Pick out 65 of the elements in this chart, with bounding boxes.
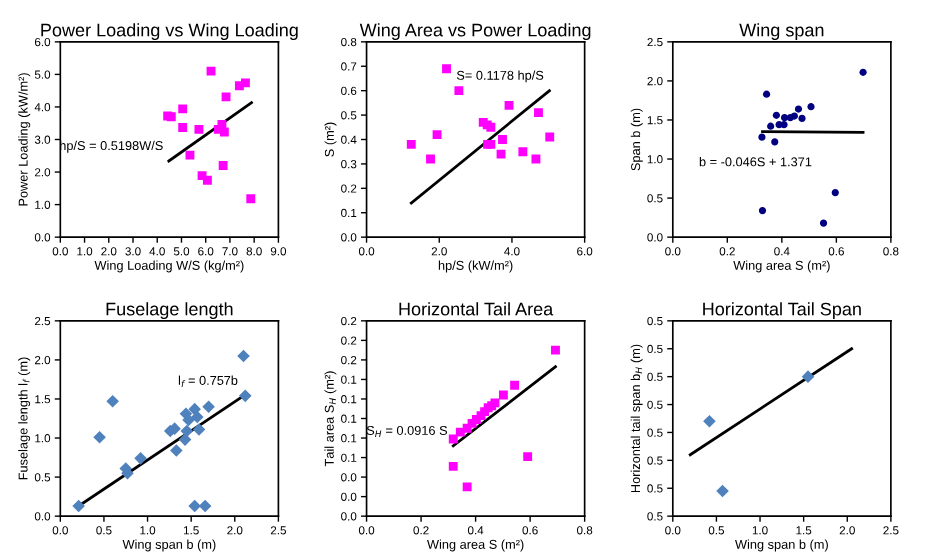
point <box>134 452 147 465</box>
point <box>237 349 250 363</box>
point <box>758 206 767 215</box>
point <box>510 380 520 390</box>
point <box>93 430 106 444</box>
chart-title: Fuselage length <box>106 302 233 320</box>
point <box>170 444 183 457</box>
chart-title: Horizontal Tail Span <box>703 302 861 320</box>
point <box>217 120 227 129</box>
point <box>545 132 555 142</box>
point <box>202 400 215 414</box>
point <box>819 219 828 227</box>
point <box>534 108 543 118</box>
point <box>178 104 188 114</box>
point <box>498 390 508 400</box>
point <box>432 130 442 140</box>
point <box>780 121 788 129</box>
point <box>498 135 507 144</box>
point <box>178 123 188 132</box>
point <box>198 499 212 513</box>
point <box>772 111 780 119</box>
point <box>523 452 533 462</box>
point <box>406 139 416 149</box>
point <box>426 154 435 164</box>
point <box>246 194 256 204</box>
point <box>202 175 212 185</box>
point <box>758 133 766 141</box>
point <box>767 122 775 130</box>
point <box>448 461 458 471</box>
point <box>531 154 541 164</box>
point <box>218 161 228 170</box>
point <box>716 484 729 498</box>
point <box>518 147 528 157</box>
point <box>504 100 514 110</box>
point <box>859 68 867 76</box>
point <box>762 90 771 98</box>
point <box>106 395 119 408</box>
point <box>194 124 204 134</box>
point <box>192 423 206 436</box>
point <box>771 138 779 146</box>
chart-title: Horizontal Tail Area <box>399 302 554 316</box>
point <box>180 424 194 438</box>
point <box>221 92 231 102</box>
point <box>238 389 252 403</box>
point <box>185 150 195 160</box>
point <box>72 499 85 513</box>
point <box>831 189 839 197</box>
point <box>801 370 815 383</box>
point <box>219 127 229 137</box>
point <box>442 64 451 74</box>
point <box>807 103 815 111</box>
point <box>551 345 560 355</box>
point <box>496 149 506 159</box>
chart-title: Wing Area vs Power Loading <box>359 23 591 41</box>
point <box>703 415 716 428</box>
point <box>190 410 204 424</box>
chart-title: Wing span <box>739 23 824 41</box>
point <box>182 413 195 427</box>
point <box>241 78 250 88</box>
point <box>798 114 806 123</box>
point <box>462 482 472 492</box>
point <box>454 86 464 96</box>
chart-title: Power Loading vs Wing Loading <box>41 23 298 41</box>
point <box>794 105 803 113</box>
point <box>206 66 216 76</box>
